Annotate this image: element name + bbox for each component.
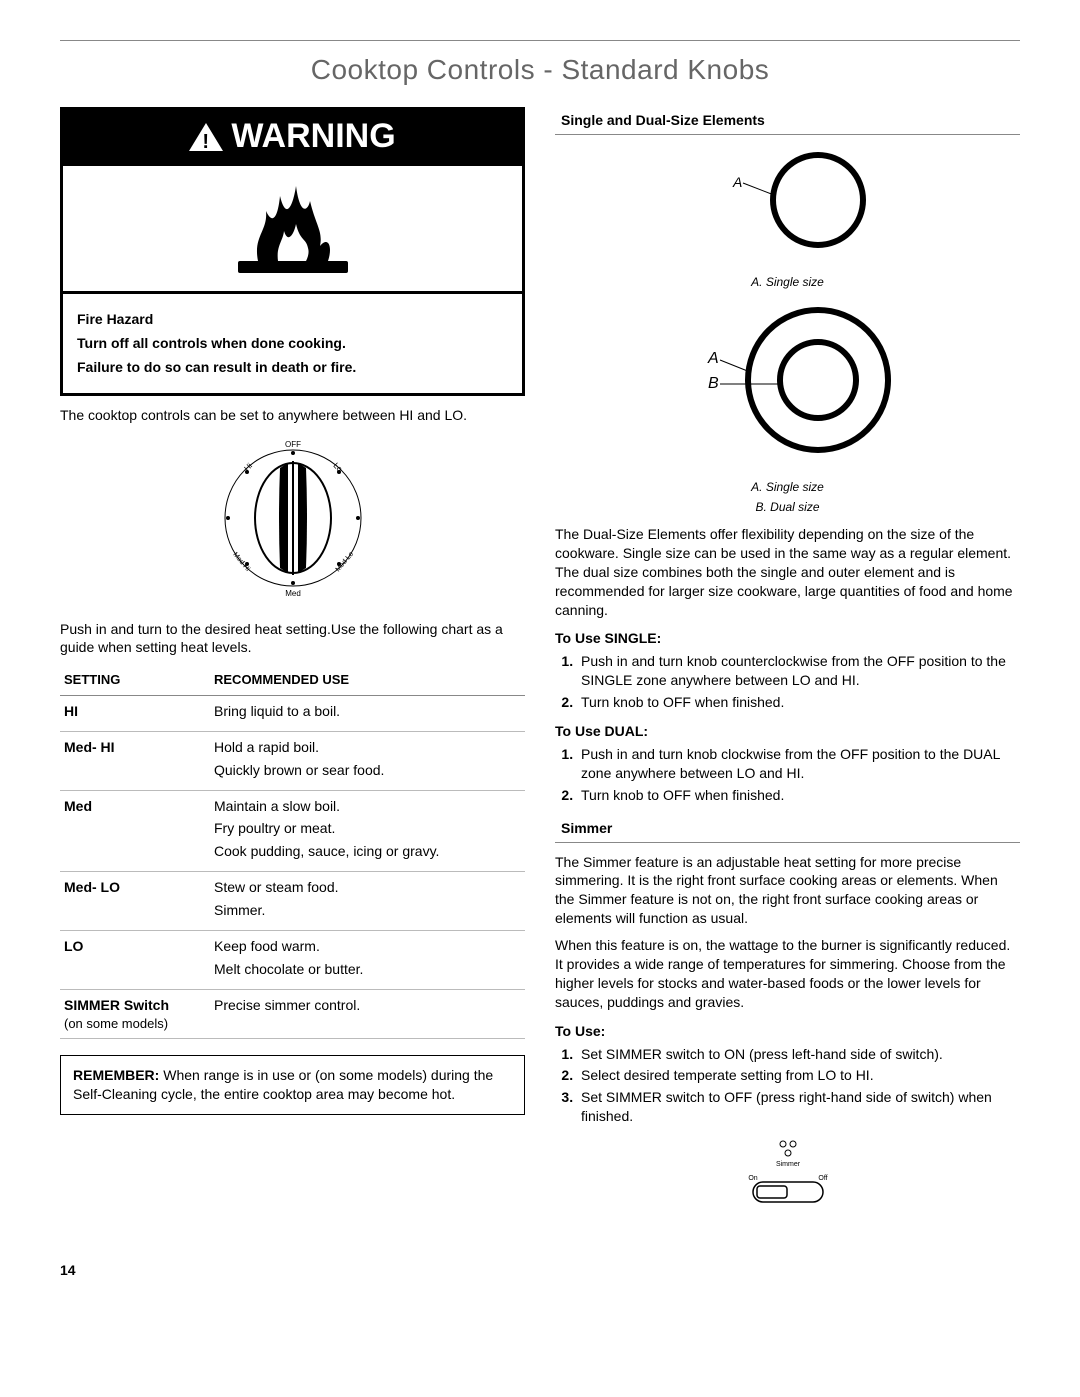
setting-cell: HI bbox=[60, 695, 210, 731]
use-cell: Hold a rapid boil.Quickly brown or sear … bbox=[210, 731, 525, 790]
use-cell: Bring liquid to a boil. bbox=[210, 695, 525, 731]
single-steps-list: Push in and turn knob counterclockwise f… bbox=[555, 652, 1020, 712]
remember-box: REMEMBER: When range is in use or (on so… bbox=[60, 1055, 525, 1115]
simmer-p1: The Simmer feature is an adjustable heat… bbox=[555, 853, 1020, 929]
svg-text:Med Hi: Med Hi bbox=[231, 551, 251, 573]
hazard-line1: Turn off all controls when done cooking. bbox=[77, 332, 508, 354]
list-item: Turn knob to OFF when finished. bbox=[577, 693, 1020, 712]
warning-header: WARNING bbox=[63, 110, 522, 166]
table-row: Med- LOStew or steam food.Simmer. bbox=[60, 872, 525, 931]
svg-text:B: B bbox=[708, 375, 719, 392]
warning-body: Fire Hazard Turn off all controls when d… bbox=[63, 294, 522, 393]
simmer-use-heading: To Use: bbox=[555, 1022, 1020, 1041]
setting-cell: SIMMER Switch(on some models) bbox=[60, 989, 210, 1038]
single-use-heading: To Use SINGLE: bbox=[555, 629, 1020, 648]
use-cell: Maintain a slow boil.Fry poultry or meat… bbox=[210, 790, 525, 872]
simmer-switch-figure: Simmer On Off bbox=[555, 1136, 1020, 1211]
two-column-layout: WARNING Fire Hazard Turn off all control… bbox=[60, 107, 1020, 1221]
svg-text:Simmer: Simmer bbox=[775, 1161, 800, 1168]
setting-cell: Med bbox=[60, 790, 210, 872]
list-item: Push in and turn knob clockwise from the… bbox=[577, 745, 1020, 783]
use-cell: Stew or steam food.Simmer. bbox=[210, 872, 525, 931]
single-element-figure: A A. Single size bbox=[555, 145, 1020, 290]
setting-cell: LO bbox=[60, 930, 210, 989]
simmer-p2: When this feature is on, the wattage to … bbox=[555, 936, 1020, 1012]
push-in-paragraph: Push in and turn to the desired heat set… bbox=[60, 620, 525, 658]
hazard-title: Fire Hazard bbox=[77, 308, 508, 330]
list-item: Select desired temperate setting from LO… bbox=[577, 1066, 1020, 1085]
alert-triangle-icon bbox=[189, 123, 223, 151]
list-item: Set SIMMER switch to ON (press left-hand… bbox=[577, 1045, 1020, 1064]
table-header-setting: SETTING bbox=[60, 665, 210, 695]
svg-text:On: On bbox=[748, 1175, 757, 1182]
table-row: Med- HIHold a rapid boil.Quickly brown o… bbox=[60, 731, 525, 790]
right-column: Single and Dual-Size Elements A A. Singl… bbox=[555, 107, 1020, 1221]
simmer-heading: Simmer bbox=[555, 815, 1020, 843]
dual-use-heading: To Use DUAL: bbox=[555, 722, 1020, 741]
list-item: Turn knob to OFF when finished. bbox=[577, 786, 1020, 805]
simmer-steps-list: Set SIMMER switch to ON (press left-hand… bbox=[555, 1045, 1020, 1127]
knob-dial-figure: OFF Hi Lo Med Med Hi Med Lo bbox=[60, 433, 525, 608]
hazard-line2: Failure to do so can result in death or … bbox=[77, 356, 508, 378]
table-header-use: RECOMMENDED USE bbox=[210, 665, 525, 695]
top-rule bbox=[60, 40, 1020, 41]
table-row: LOKeep food warm.Melt chocolate or butte… bbox=[60, 930, 525, 989]
dual-caption-a: A. Single size bbox=[555, 479, 1020, 495]
table-row: HIBring liquid to a boil. bbox=[60, 695, 525, 731]
svg-text:Off: Off bbox=[818, 1175, 827, 1182]
warning-box: WARNING Fire Hazard Turn off all control… bbox=[60, 107, 525, 396]
dual-caption-b: B. Dual size bbox=[555, 499, 1020, 515]
single-caption: A. Single size bbox=[555, 274, 1020, 290]
svg-text:OFF: OFF bbox=[285, 440, 301, 449]
dual-element-figure: A B A. Single size B. Dual size bbox=[555, 300, 1020, 515]
svg-text:Med: Med bbox=[285, 589, 301, 598]
use-cell: Precise simmer control. bbox=[210, 989, 525, 1038]
single-dual-heading: Single and Dual-Size Elements bbox=[555, 107, 1020, 135]
warning-word: WARNING bbox=[231, 114, 395, 160]
page-title: Cooktop Controls - Standard Knobs bbox=[60, 51, 1020, 89]
list-item: Push in and turn knob counterclockwise f… bbox=[577, 652, 1020, 690]
setting-cell: Med- LO bbox=[60, 872, 210, 931]
intro-paragraph: The cooktop controls can be set to anywh… bbox=[60, 406, 525, 425]
fire-hazard-icon bbox=[63, 166, 522, 294]
list-item: Set SIMMER switch to OFF (press right-ha… bbox=[577, 1088, 1020, 1126]
dual-description: The Dual-Size Elements offer flexibility… bbox=[555, 525, 1020, 619]
use-cell: Keep food warm.Melt chocolate or butter. bbox=[210, 930, 525, 989]
setting-cell: Med- HI bbox=[60, 731, 210, 790]
table-row: SIMMER Switch(on some models)Precise sim… bbox=[60, 989, 525, 1038]
dual-steps-list: Push in and turn knob clockwise from the… bbox=[555, 745, 1020, 805]
left-column: WARNING Fire Hazard Turn off all control… bbox=[60, 107, 525, 1221]
svg-text:A: A bbox=[732, 174, 742, 190]
table-row: MedMaintain a slow boil.Fry poultry or m… bbox=[60, 790, 525, 872]
remember-label: REMEMBER: bbox=[73, 1067, 159, 1083]
page-number: 14 bbox=[60, 1261, 1020, 1280]
svg-text:A: A bbox=[707, 350, 719, 367]
settings-table: SETTING RECOMMENDED USE HIBring liquid t… bbox=[60, 665, 525, 1039]
svg-text:Med Lo: Med Lo bbox=[334, 550, 354, 572]
